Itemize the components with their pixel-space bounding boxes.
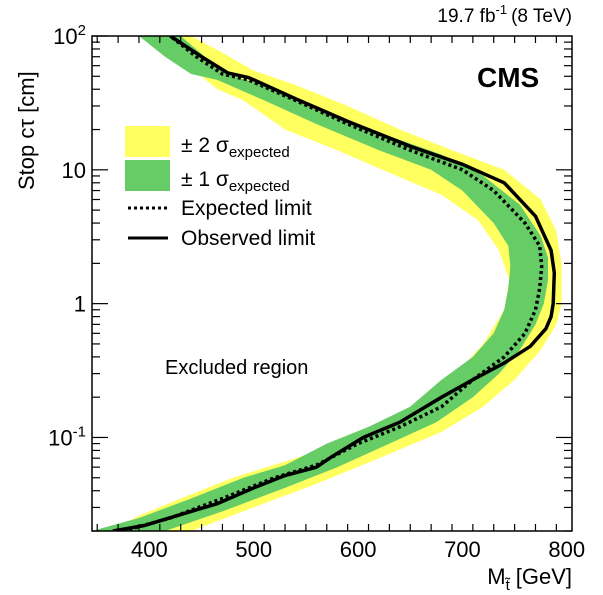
legend-label-2sigma: ± 2 σexpected [181, 134, 290, 161]
plot-frame [91, 35, 573, 532]
x-axis-title: Mt̃ [GeV] [487, 564, 572, 594]
excluded-region-label: Excluded region [165, 357, 308, 379]
legend-label-1sigma: ± 1 σexpected [181, 168, 290, 195]
x-tick-label: 700 [444, 537, 481, 562]
y-tick-label: 10-1 [48, 423, 86, 450]
y-tick-label: 102 [53, 22, 86, 49]
ticks-layer: 400 500 600 700 800 10-1 1 10 102 [48, 22, 585, 562]
legend-label-expected: Expected limit [181, 197, 312, 220]
y-axis-title: Stop cτ [cm] [14, 71, 39, 190]
legend-swatch-2sigma [125, 126, 170, 157]
expected-limit-line [122, 36, 544, 531]
observed-limit-line [112, 36, 557, 531]
lines-layer [112, 36, 557, 531]
x-tick-label: 800 [548, 537, 585, 562]
bands-layer [92, 36, 562, 531]
legend-label-observed: Observed limit [181, 227, 315, 250]
legend: ± 2 σexpected ± 1 σexpected Expected lim… [125, 126, 315, 250]
y-tick-label: 10 [62, 158, 86, 183]
cms-label: CMS [477, 62, 539, 93]
legend-swatch-1sigma [125, 160, 170, 191]
lumi-label: 19.7 fb-1 (8 TeV) [437, 2, 572, 27]
x-tick-label: 400 [131, 537, 168, 562]
y-tick-label: 1 [74, 292, 86, 317]
x-tick-label: 500 [235, 537, 272, 562]
x-tick-label: 600 [340, 537, 377, 562]
